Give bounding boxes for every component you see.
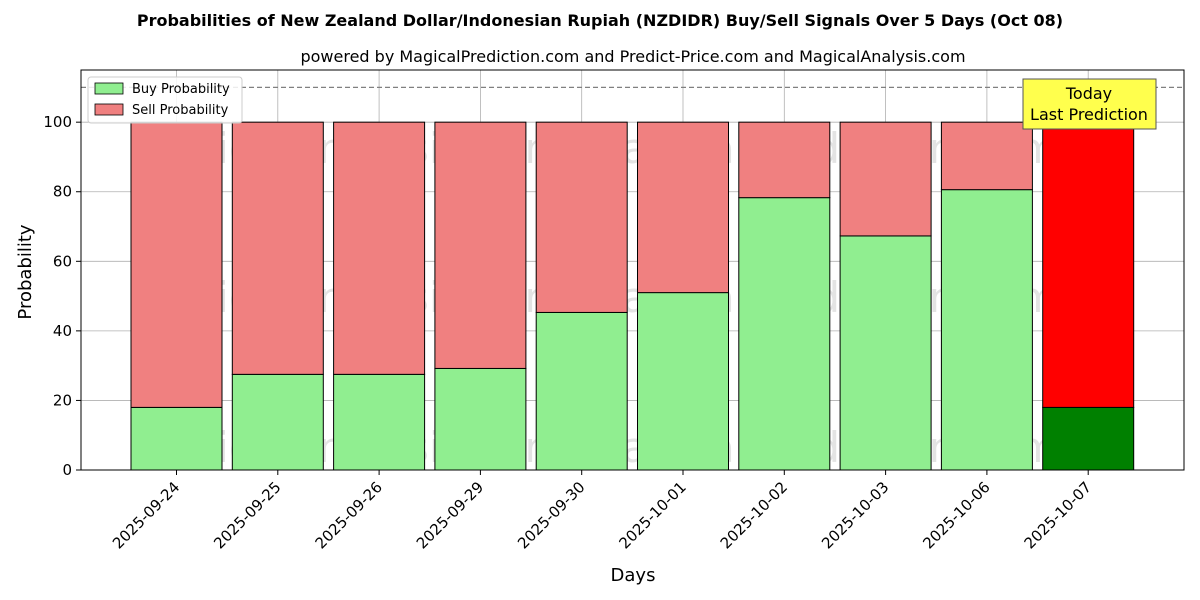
y-tick-label: 0: [62, 461, 72, 479]
y-tick-label: 100: [43, 113, 72, 131]
bars: [130, 121, 1135, 471]
sell-bar: [434, 121, 527, 369]
legend: Buy Probability Sell Probability: [87, 76, 243, 124]
y-axis-label: Probability: [15, 224, 36, 319]
x-tick-label: 2025-10-02: [717, 478, 791, 552]
buy-bar: [738, 197, 831, 471]
x-tick-label: 2025-09-25: [210, 478, 284, 552]
sell-bar: [637, 121, 729, 294]
buy-bar: [1042, 406, 1135, 471]
legend-swatch-sell: [94, 103, 124, 116]
today-box: [1022, 78, 1157, 130]
sell-bar: [738, 121, 831, 199]
y-tick-label: 40: [53, 322, 72, 340]
x-tick-label: 2025-10-06: [919, 478, 993, 552]
chart-subtitle: powered by MagicalPrediction.com and Pre…: [300, 47, 965, 66]
buy-bar: [839, 235, 932, 471]
y-ticks: 0 20 40 60 80 100: [43, 113, 81, 479]
y-tick-label: 80: [53, 183, 72, 201]
x-tick-label: 2025-10-01: [615, 478, 689, 552]
buy-bar: [434, 367, 527, 471]
x-tick-label: 2025-09-30: [514, 478, 588, 552]
today-annotation: Today Last Prediction: [1022, 78, 1157, 130]
y-tick-label: 20: [53, 391, 72, 409]
today-label: Today: [1065, 84, 1112, 103]
sell-bar: [130, 121, 223, 408]
legend-swatch-buy: [94, 82, 124, 95]
legend-label-sell: Sell Probability: [132, 103, 229, 118]
x-ticks: 2025-09-24 2025-09-25 2025-09-26 2025-09-29…: [109, 470, 1095, 552]
x-tick-label: 2025-09-24: [109, 478, 183, 552]
buy-bar: [333, 373, 426, 471]
x-tick-label: 2025-10-03: [818, 478, 892, 552]
x-tick-label: 2025-09-29: [413, 478, 487, 552]
buy-bar: [940, 189, 1033, 471]
x-tick-label: 2025-10-07: [1021, 478, 1095, 552]
sell-bar: [333, 121, 426, 375]
y-tick-label: 60: [53, 252, 72, 270]
last-prediction-label: Last Prediction: [1030, 105, 1148, 124]
legend-box: [87, 76, 243, 124]
sell-bar: [231, 121, 324, 375]
sell-bar: [940, 121, 1033, 191]
buy-bar: [535, 311, 628, 471]
x-axis-label: Days: [611, 565, 656, 586]
sell-bar: [1042, 121, 1135, 408]
sell-bar: [839, 121, 932, 237]
plot-frame: [80, 69, 1185, 471]
buy-bar: [130, 406, 223, 471]
chart-title: Probabilities of New Zealand Dollar/Indo…: [137, 11, 1063, 30]
buy-bar: [231, 373, 324, 471]
buy-bar: [637, 292, 729, 471]
legend-label-buy: Buy Probability: [132, 82, 230, 97]
x-tick-label: 2025-09-26: [312, 478, 386, 552]
sell-bar: [535, 121, 628, 313]
axes: [80, 69, 1185, 471]
